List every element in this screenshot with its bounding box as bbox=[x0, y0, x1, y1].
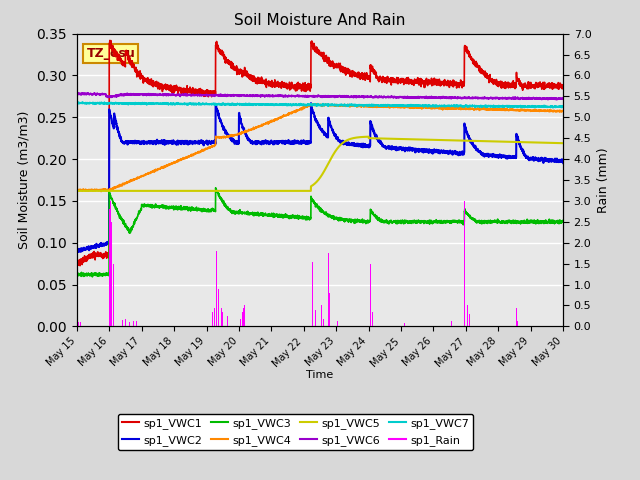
Bar bbox=[517, 322, 518, 326]
Bar bbox=[464, 201, 465, 326]
Bar bbox=[372, 312, 373, 326]
Bar bbox=[240, 319, 241, 326]
Title: Soil Moisture And Rain: Soil Moisture And Rain bbox=[234, 13, 406, 28]
Bar bbox=[451, 322, 452, 326]
Bar bbox=[118, 322, 119, 326]
Bar bbox=[468, 314, 470, 326]
Bar bbox=[80, 322, 81, 326]
Bar bbox=[227, 316, 228, 326]
X-axis label: Time: Time bbox=[307, 370, 333, 380]
Bar bbox=[319, 253, 321, 326]
Bar bbox=[225, 312, 227, 326]
Bar bbox=[122, 320, 124, 326]
Bar bbox=[467, 305, 468, 326]
Bar bbox=[310, 34, 311, 326]
Bar bbox=[465, 301, 467, 326]
Bar bbox=[78, 322, 79, 326]
Bar bbox=[315, 310, 316, 326]
Bar bbox=[244, 305, 245, 326]
Bar bbox=[125, 319, 126, 326]
Bar bbox=[312, 262, 313, 326]
Bar bbox=[111, 222, 112, 326]
Y-axis label: Rain (mm): Rain (mm) bbox=[597, 147, 610, 213]
Bar bbox=[370, 264, 371, 326]
Bar bbox=[216, 251, 217, 326]
Bar bbox=[133, 322, 134, 326]
Bar bbox=[136, 322, 137, 326]
Legend: sp1_VWC1, sp1_VWC2, sp1_VWC3, sp1_VWC4, sp1_VWC5, sp1_VWC6, sp1_VWC7, sp1_Rain: sp1_VWC1, sp1_VWC2, sp1_VWC3, sp1_VWC4, … bbox=[118, 414, 474, 450]
Bar bbox=[243, 308, 244, 326]
Bar bbox=[452, 323, 453, 326]
Bar bbox=[242, 312, 243, 326]
Y-axis label: Soil Moisture (m3/m3): Soil Moisture (m3/m3) bbox=[18, 111, 31, 249]
Bar bbox=[129, 322, 130, 326]
Bar bbox=[218, 289, 220, 326]
Bar bbox=[222, 312, 223, 326]
Text: TZ_osu: TZ_osu bbox=[86, 47, 135, 60]
Bar bbox=[337, 322, 339, 326]
Bar bbox=[323, 319, 324, 326]
Bar bbox=[321, 305, 322, 326]
Bar bbox=[214, 308, 215, 326]
